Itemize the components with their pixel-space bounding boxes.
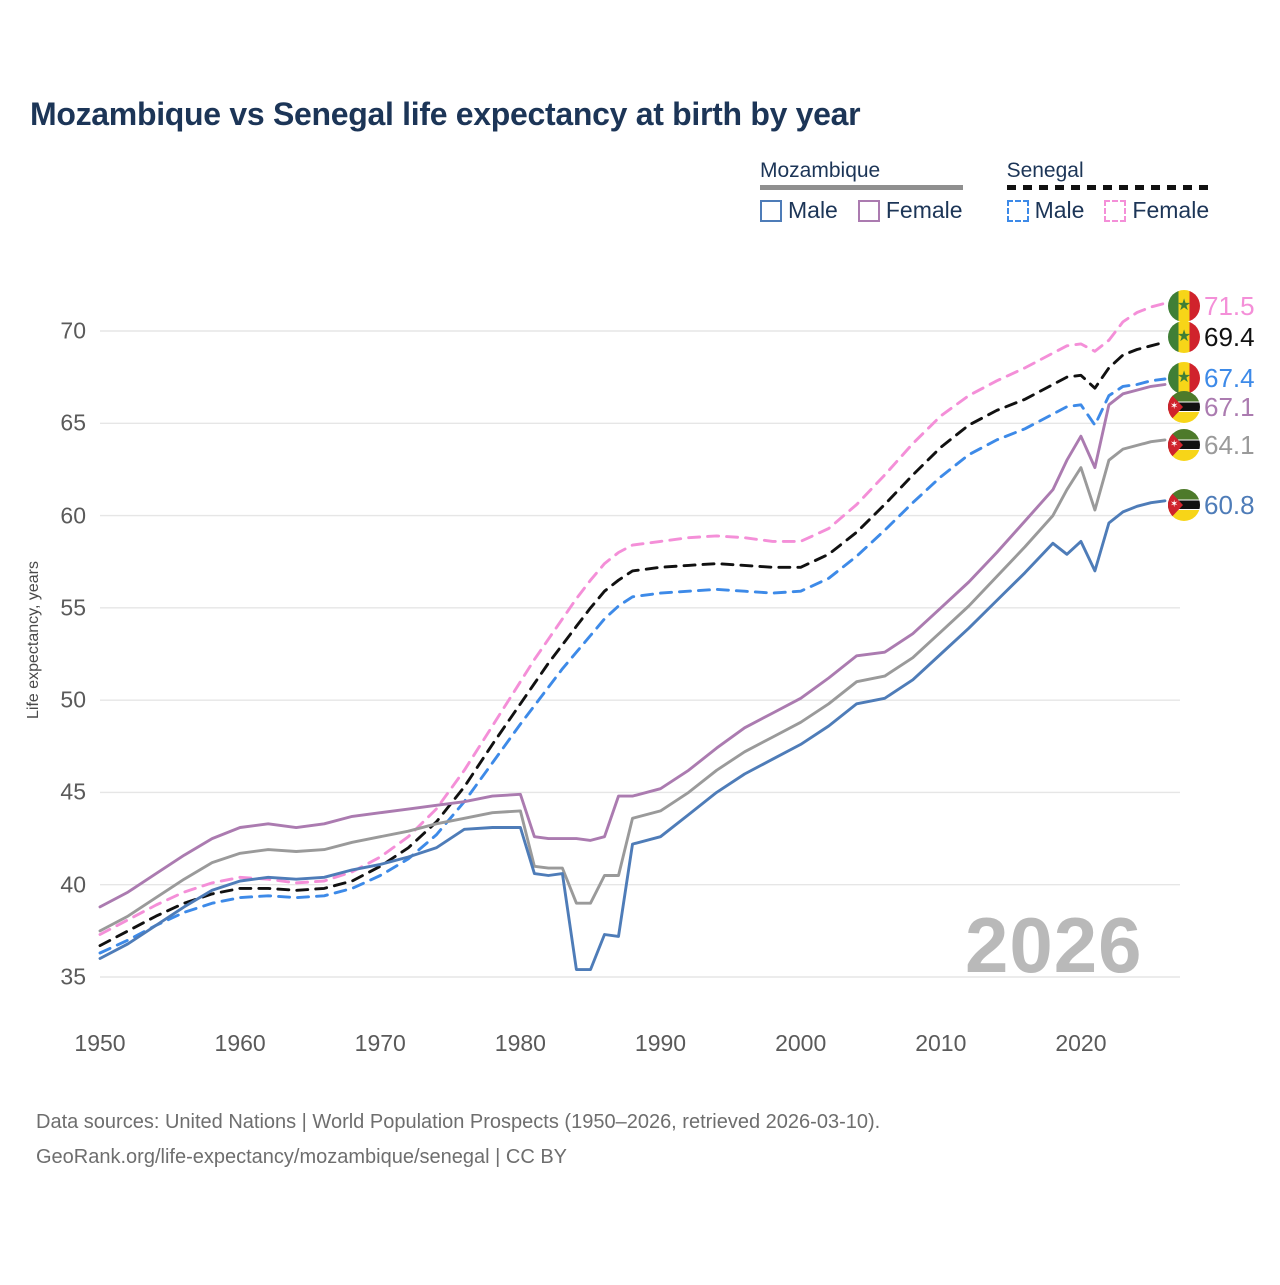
y-axis-label-wrapper: Life expectancy, years	[25, 0, 45, 1280]
senegal-flag-icon: ★	[1168, 290, 1200, 322]
x-axis-tick: 1960	[214, 1030, 266, 1056]
legend-swatch-senegal-female-icon	[1104, 199, 1127, 222]
x-axis-tick: 1990	[634, 1030, 687, 1056]
series-line-senegal-female	[98, 301, 1167, 936]
y-axis-tick: 70	[60, 317, 86, 344]
legend-item-senegal-female[interactable]: Female	[1104, 199, 1209, 222]
legend-rule-solid-icon	[760, 185, 963, 191]
x-axis-tick: 1980	[494, 1030, 546, 1056]
legend-label-mozambique-male: Male	[788, 197, 838, 224]
legend-label-senegal-female: Female	[1132, 197, 1210, 224]
series-end-label: ★ 69.4	[1168, 321, 1255, 353]
x-axis-tick: 2000	[775, 1030, 827, 1056]
y-axis-tick: 60	[60, 502, 86, 529]
year-watermark: 2026	[965, 901, 1143, 989]
series-end-value: 64.1	[1204, 430, 1255, 460]
series-end-label: ★ 71.5	[1168, 290, 1255, 322]
legend-label-senegal-male: Male	[1034, 197, 1085, 224]
chart-legend: Mozambique Male Female Senegal Male Fema…	[760, 159, 1210, 224]
mozambique-flag-icon: ✶	[1168, 391, 1200, 423]
x-axis-tick: 1970	[354, 1030, 406, 1056]
legend-label-mozambique-female: Female	[885, 197, 963, 224]
senegal-flag-icon: ★	[1168, 321, 1200, 353]
y-axis-tick: 40	[60, 871, 86, 898]
series-end-value: 71.5	[1204, 291, 1255, 321]
legend-group-title-mozambique: Mozambique	[760, 159, 881, 182]
y-axis-tick: 65	[60, 409, 86, 436]
legend-group-title-senegal: Senegal	[1006, 159, 1084, 182]
legend-item-mozambique-female[interactable]: Female	[857, 197, 963, 224]
series-line-mozambique-overall-	[98, 438, 1167, 933]
legend-item-mozambique-male[interactable]: Male	[760, 199, 838, 222]
y-axis-tick: 50	[60, 686, 86, 713]
y-axis-tick: 55	[60, 594, 86, 621]
footer-line-sources: Data sources: United Nations | World Pop…	[36, 1111, 881, 1133]
page-title: Mozambique vs Senegal life expectancy at…	[30, 96, 861, 132]
footer-line-url: GeoRank.org/life-expectancy/mozambique/s…	[36, 1146, 568, 1168]
x-axis-tick: 2020	[1055, 1030, 1107, 1056]
legend-item-senegal-male[interactable]: Male	[1006, 197, 1085, 224]
legend-group-mozambique: Mozambique Male Female	[760, 159, 963, 224]
y-axis-label: Life expectancy, years	[25, 560, 42, 720]
legend-swatch-senegal-male-icon	[1006, 199, 1029, 222]
series-end-label: ★ 67.4	[1168, 362, 1255, 394]
series-end-value: 67.4	[1204, 363, 1255, 393]
series-end-value: 60.8	[1204, 490, 1255, 520]
series-end-label: ✶ 60.8	[1168, 489, 1255, 521]
senegal-flag-icon: ★	[1168, 362, 1200, 394]
footer-attribution: Data sources: United Nations | World Pop…	[36, 1105, 880, 1175]
series-line-mozambique-male	[98, 499, 1167, 972]
legend-rule-dashed-icon	[1006, 185, 1210, 191]
series-end-label: ✶ 64.1	[1168, 429, 1255, 461]
legend-swatch-mozambique-female-icon	[857, 199, 880, 222]
legend-swatch-mozambique-male-icon	[760, 199, 782, 222]
y-axis-tick: 35	[60, 963, 86, 990]
series-line-senegal-overall-	[98, 340, 1167, 948]
series-end-value: 67.1	[1204, 392, 1255, 422]
series-end-label: ✶ 67.1	[1168, 391, 1255, 423]
x-axis-tick: 1950	[74, 1030, 126, 1056]
series-end-value: 69.4	[1204, 322, 1255, 352]
series-line-senegal-male	[98, 377, 1167, 955]
x-axis-tick: 2010	[915, 1030, 967, 1056]
mozambique-flag-icon: ✶	[1168, 429, 1200, 461]
series-line-mozambique-female	[98, 383, 1167, 909]
mozambique-flag-icon: ✶	[1168, 489, 1200, 521]
legend-group-senegal: Senegal Male Female	[1006, 159, 1210, 224]
y-axis-tick: 45	[60, 778, 86, 805]
